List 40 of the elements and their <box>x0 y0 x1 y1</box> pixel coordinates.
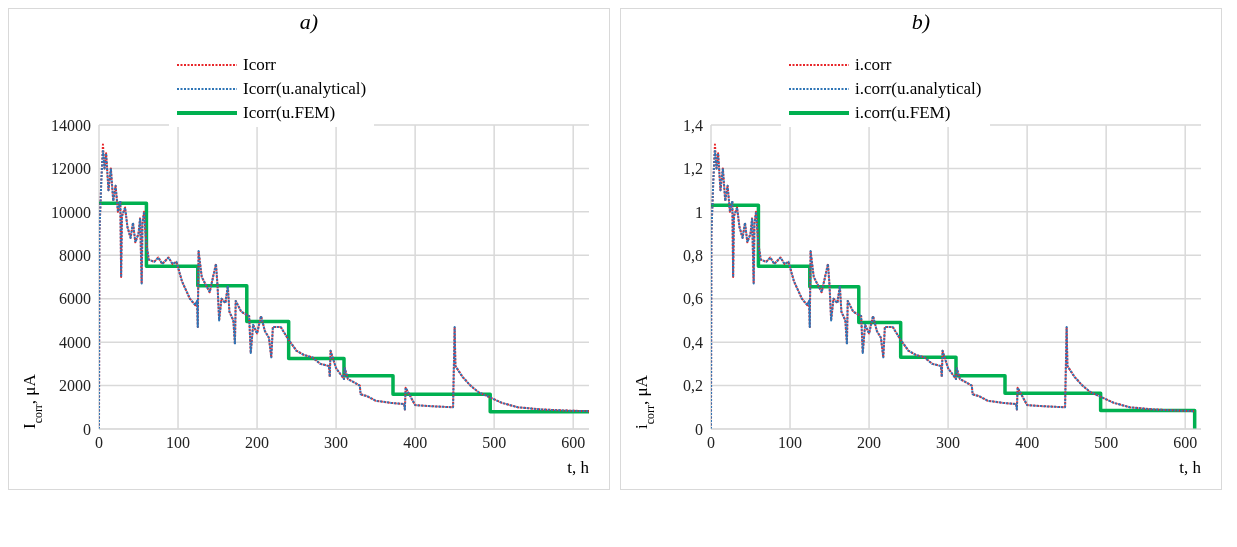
x-tick-label: 300 <box>936 434 961 452</box>
legend-label: i.corr(u.analytical) <box>855 78 982 100</box>
legend-label: i.corr(u.FEM) <box>855 102 951 124</box>
x-tick-label: 300 <box>324 434 349 452</box>
y-tick-label: 0,8 <box>683 246 703 264</box>
chart-title: a) <box>298 9 320 36</box>
x-tick-label: 500 <box>1094 434 1119 452</box>
x-tick-label: 600 <box>1173 434 1198 452</box>
legend-label: Icorr(u.FEM) <box>243 102 336 124</box>
y-tick-label: 0,4 <box>683 333 703 351</box>
y-tick-label: 8000 <box>59 246 91 264</box>
x-tick-label: 400 <box>1015 434 1040 452</box>
y-tick-label: 1,2 <box>683 160 703 178</box>
y-tick-label: 14000 <box>51 116 91 134</box>
x-tick-label: 100 <box>778 434 803 452</box>
legend-label: Icorr <box>243 54 277 76</box>
y-tick-label: 1 <box>695 203 703 221</box>
y-tick-label: 4000 <box>59 333 91 351</box>
y-tick-label: 2000 <box>59 377 91 395</box>
legend-label: i.corr <box>855 54 892 76</box>
y-tick-label: 0 <box>83 420 91 438</box>
y-tick-label: 6000 <box>59 290 91 308</box>
legend-label: Icorr(u.analytical) <box>243 78 367 100</box>
x-axis-title: t, h <box>1179 458 1202 477</box>
y-tick-label: 10000 <box>51 203 91 221</box>
x-tick-label: 100 <box>166 434 191 452</box>
y-tick-label: 0 <box>695 420 703 438</box>
x-tick-label: 500 <box>482 434 507 452</box>
x-tick-label: 400 <box>403 434 428 452</box>
x-axis-title: t, h <box>567 458 590 477</box>
y-tick-label: 0,6 <box>683 290 703 308</box>
y-tick-label: 0,2 <box>683 377 703 395</box>
y-tick-label: 1,4 <box>683 116 703 134</box>
chart-title: b) <box>910 9 932 36</box>
x-tick-label: 600 <box>561 434 586 452</box>
y-tick-label: 12000 <box>51 160 91 178</box>
x-tick-label: 0 <box>95 434 103 452</box>
x-tick-label: 200 <box>857 434 882 452</box>
x-tick-label: 0 <box>707 434 715 452</box>
x-tick-label: 200 <box>245 434 270 452</box>
